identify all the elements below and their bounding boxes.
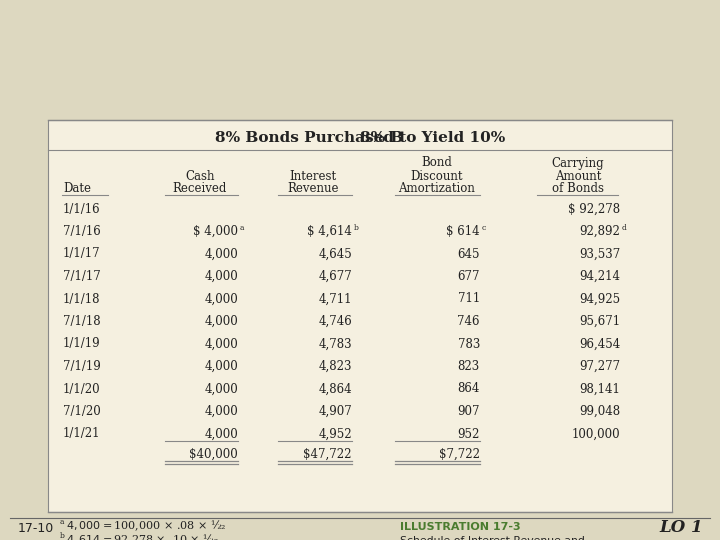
Text: 95,671: 95,671 (579, 315, 620, 328)
Text: 4,000: 4,000 (204, 315, 238, 328)
Text: a: a (240, 224, 245, 232)
Text: Carrying: Carrying (552, 157, 604, 170)
Text: 4,783: 4,783 (318, 338, 352, 350)
Text: Revenue: Revenue (287, 183, 338, 195)
Text: Amount: Amount (555, 170, 601, 183)
Text: 7/1/17: 7/1/17 (63, 270, 101, 283)
Text: Received: Received (173, 183, 228, 195)
Text: a: a (60, 518, 65, 526)
Text: 1/1/17: 1/1/17 (63, 247, 101, 260)
Text: 4,000: 4,000 (204, 382, 238, 395)
Text: 4,000: 4,000 (204, 428, 238, 441)
Text: 97,277: 97,277 (579, 360, 620, 373)
Text: Discount: Discount (410, 170, 463, 183)
Text: 7/1/16: 7/1/16 (63, 225, 101, 238)
Text: 4,864: 4,864 (318, 382, 352, 395)
Text: 99,048: 99,048 (579, 405, 620, 418)
Text: 907: 907 (457, 405, 480, 418)
Text: ILLUSTRATION 17-3: ILLUSTRATION 17-3 (400, 522, 521, 532)
Text: 94,214: 94,214 (579, 270, 620, 283)
Text: 8% Bonds Purchased to Yield 10%: 8% Bonds Purchased to Yield 10% (215, 131, 505, 145)
Text: 1/1/16: 1/1/16 (63, 202, 101, 215)
Text: 94,925: 94,925 (579, 293, 620, 306)
Text: d: d (622, 224, 627, 232)
Text: $47,722: $47,722 (304, 448, 352, 461)
Text: 677: 677 (457, 270, 480, 283)
Text: $40,000: $40,000 (189, 448, 238, 461)
Text: 4,823: 4,823 (318, 360, 352, 373)
Text: 4,000: 4,000 (204, 338, 238, 350)
Text: 783: 783 (458, 338, 480, 350)
Text: 952: 952 (458, 428, 480, 441)
Text: 4,000: 4,000 (204, 360, 238, 373)
Text: 17-10: 17-10 (18, 522, 54, 535)
Text: $ 4,000: $ 4,000 (193, 225, 238, 238)
Text: Interest: Interest (289, 170, 336, 183)
Text: 1/1/18: 1/1/18 (63, 293, 101, 306)
Text: Amortization: Amortization (399, 183, 475, 195)
Text: Cash: Cash (185, 170, 215, 183)
Bar (48, 120, 672, 512)
Text: 98,141: 98,141 (579, 382, 620, 395)
Text: 823: 823 (458, 360, 480, 373)
Text: $4,614 = $92,278 × .10 × ½₂: $4,614 = $92,278 × .10 × ½₂ (66, 532, 220, 540)
Text: $4,000 = $100,000 × .08 × ½₂: $4,000 = $100,000 × .08 × ½₂ (66, 519, 227, 534)
Text: $ 4,614: $ 4,614 (307, 225, 352, 238)
Text: 8% B: 8% B (360, 131, 403, 145)
Text: of Bonds: of Bonds (552, 183, 604, 195)
Text: LO 1: LO 1 (660, 519, 703, 537)
Text: 4,645: 4,645 (318, 247, 352, 260)
Text: 711: 711 (458, 293, 480, 306)
Text: 96,454: 96,454 (579, 338, 620, 350)
Text: 4,000: 4,000 (204, 405, 238, 418)
Text: $7,722: $7,722 (439, 448, 480, 461)
Text: 7/1/20: 7/1/20 (63, 405, 101, 418)
Text: 4,677: 4,677 (318, 270, 352, 283)
Text: Bond: Bond (422, 157, 452, 170)
Text: 4,000: 4,000 (204, 293, 238, 306)
Text: $ 614: $ 614 (446, 225, 480, 238)
Text: 1/1/20: 1/1/20 (63, 382, 101, 395)
Text: 7/1/18: 7/1/18 (63, 315, 101, 328)
Text: 4,000: 4,000 (204, 247, 238, 260)
Text: Schedule of Interest Revenue and
Bond Discount Amortization—
Effective-Interest : Schedule of Interest Revenue and Bond Di… (400, 536, 585, 540)
Text: 1/1/19: 1/1/19 (63, 338, 101, 350)
Text: 4,711: 4,711 (318, 293, 352, 306)
Text: 92,892: 92,892 (579, 225, 620, 238)
Text: 864: 864 (458, 382, 480, 395)
Text: 4,907: 4,907 (318, 405, 352, 418)
Text: 100,000: 100,000 (572, 428, 620, 441)
Text: 93,537: 93,537 (579, 247, 620, 260)
Text: c: c (482, 224, 486, 232)
Text: 645: 645 (457, 247, 480, 260)
Text: b: b (354, 224, 359, 232)
Text: 7/1/19: 7/1/19 (63, 360, 101, 373)
Text: 4,746: 4,746 (318, 315, 352, 328)
Text: b: b (60, 532, 65, 540)
Text: 4,952: 4,952 (318, 428, 352, 441)
Text: 746: 746 (457, 315, 480, 328)
Text: Date: Date (63, 183, 91, 195)
Text: 4,000: 4,000 (204, 270, 238, 283)
Text: $ 92,278: $ 92,278 (568, 202, 620, 215)
Text: 1/1/21: 1/1/21 (63, 428, 101, 441)
